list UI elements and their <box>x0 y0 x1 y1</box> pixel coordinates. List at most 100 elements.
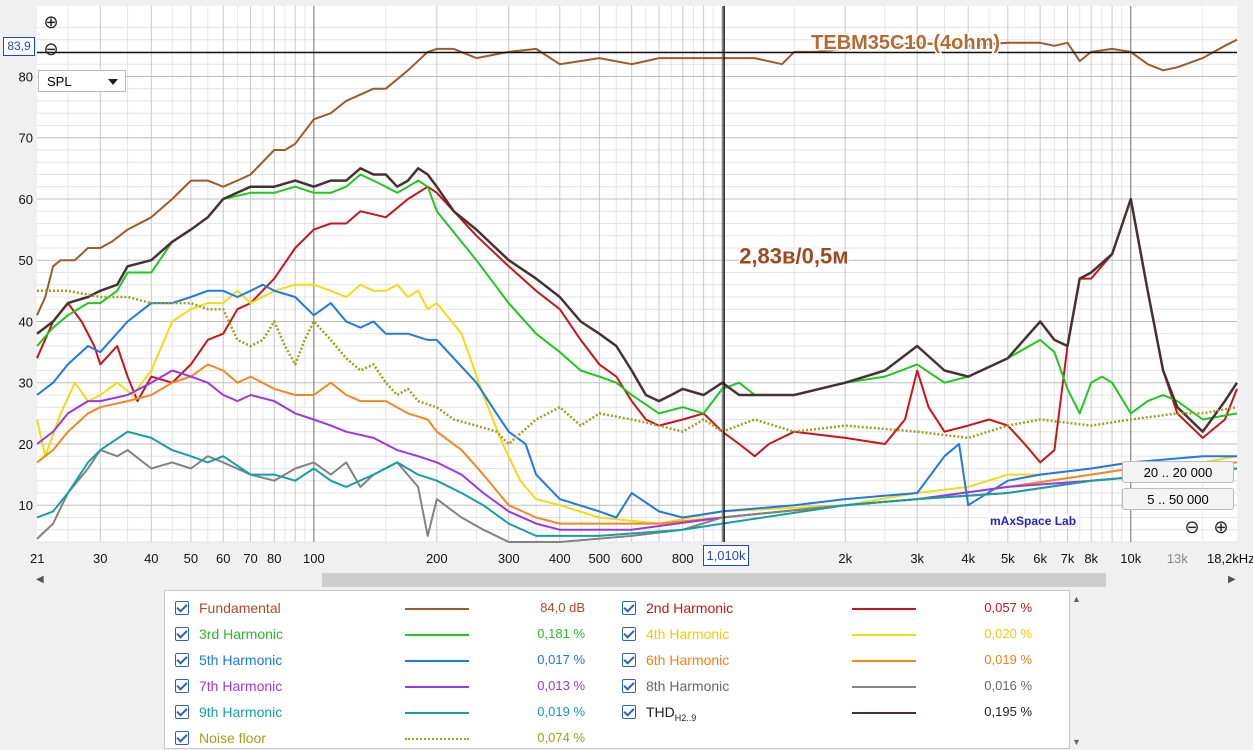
y-tick-label: 30 <box>19 376 33 391</box>
legend-item-name: 4th Harmonic <box>646 626 730 642</box>
legend-item-value: 0,074 % <box>537 730 585 745</box>
series-2nd-harmonic <box>36 185 1238 464</box>
legend-item[interactable]: Fundamental 84,0 dB <box>175 600 615 620</box>
zoom-in-icon[interactable]: ⊕ <box>43 12 59 32</box>
zoom-out-icon[interactable]: ⊖ <box>1184 517 1200 537</box>
legend-checkbox[interactable] <box>175 653 189 667</box>
x-tick-label: 4k <box>961 551 975 566</box>
legend-swatch <box>405 712 469 714</box>
scroll-up-arrow-icon[interactable]: ▲ <box>1072 594 1081 604</box>
x-tick-label: 800 <box>672 551 694 566</box>
series-noise-floor <box>37 289 1238 446</box>
legend-item-subscript: H2..9 <box>674 712 697 723</box>
legend-swatch <box>852 686 916 688</box>
plot-area <box>37 6 1237 542</box>
legend-checkbox[interactable] <box>175 679 189 693</box>
cursor-y-readout: 83,9 <box>3 37 35 56</box>
legend-item[interactable]: 7th Harmonic 0,013 % <box>175 678 615 698</box>
scrollbar-thumb[interactable] <box>322 573 1106 587</box>
x-tick-label: 70 <box>243 551 257 566</box>
legend-item-name: 2nd Harmonic <box>646 600 734 616</box>
legend-checkbox[interactable] <box>622 705 636 719</box>
legend-checkbox[interactable] <box>175 731 189 745</box>
legend-item-value: 0,181 % <box>537 626 585 641</box>
legend-item-value: 0,017 % <box>537 652 585 667</box>
chart-annotation: 2,83в/0,5м <box>739 243 848 268</box>
series-8th-harmonic <box>36 449 1238 543</box>
legend-swatch <box>405 738 469 740</box>
y-tick-label: 40 <box>19 314 33 329</box>
legend-item[interactable]: 8th Harmonic 0,016 % <box>622 678 1062 698</box>
legend-swatch <box>405 660 469 662</box>
legend-item-value: 0,195 % <box>984 704 1032 719</box>
zoom-in-icon[interactable]: ⊕ <box>1213 517 1229 537</box>
series-7th-harmonic <box>36 369 1238 531</box>
x-tick-label: 100 <box>303 551 325 566</box>
legend-item-value: 0,019 % <box>984 652 1032 667</box>
y-tick-label: 70 <box>19 131 33 146</box>
legend-item-name: 8th Harmonic <box>646 678 730 694</box>
x-tick-label: 60 <box>216 551 230 566</box>
legend-checkbox[interactable] <box>622 601 636 615</box>
legend-item[interactable]: THDH2..9 0,195 % <box>622 704 1062 724</box>
legend-checkbox[interactable] <box>175 627 189 641</box>
range-20-20000-button[interactable]: 20 .. 20 000 <box>1122 461 1234 483</box>
series-9th-harmonic <box>36 430 1238 537</box>
measurement-select[interactable]: SPL <box>38 70 126 92</box>
legend-checkbox[interactable] <box>622 653 636 667</box>
legend-checkbox[interactable] <box>175 705 189 719</box>
legend-swatch <box>852 608 916 610</box>
legend-item[interactable]: 9th Harmonic 0,019 % <box>175 704 615 724</box>
scroll-left-arrow-icon[interactable]: ◀ <box>36 574 44 585</box>
x-tick-label: 50 <box>184 551 198 566</box>
y-tick-label: 20 <box>19 437 33 452</box>
series-layer <box>36 38 1239 543</box>
legend-checkbox[interactable] <box>622 679 636 693</box>
y-tick-label: 50 <box>19 253 33 268</box>
grid-major <box>37 6 1237 542</box>
legend-item[interactable]: 3rd Harmonic 0,181 % <box>175 626 615 646</box>
cursor-x-readout: 1,010k <box>703 545 749 566</box>
legend-item-name: Fundamental <box>199 600 281 616</box>
legend-item-name: 7th Harmonic <box>199 678 283 694</box>
legend-swatch <box>405 634 469 636</box>
horizontal-scrollbar[interactable]: ◀ ▶ <box>0 572 1253 588</box>
x-tick-label: 40 <box>144 551 158 566</box>
zoom-out-icon[interactable]: ⊖ <box>43 39 59 59</box>
legend-item[interactable]: 2nd Harmonic 0,057 % <box>622 600 1062 620</box>
legend-item-name: 5th Harmonic <box>199 652 283 668</box>
x-tick-label: 6k <box>1033 551 1047 566</box>
y-axis-ticks: 10 20 30 40 50 60 70 80 <box>19 69 33 513</box>
legend-item[interactable]: Noise floor 0,074 % <box>175 730 615 750</box>
scroll-right-arrow-icon[interactable]: ▶ <box>1228 574 1236 585</box>
series-thd <box>36 167 1239 433</box>
legend-item-value: 0,057 % <box>984 600 1032 615</box>
chevron-down-icon <box>108 79 118 85</box>
legend-item-name: Noise floor <box>199 730 266 746</box>
legend-item[interactable]: 6th Harmonic 0,019 % <box>622 652 1062 672</box>
legend-item-value: 0,019 % <box>537 704 585 719</box>
x-tick-label: 21 <box>30 551 44 566</box>
legend-checkbox[interactable] <box>622 627 636 641</box>
chart-annotation: TEBM35C10-(4ohm) <box>811 32 1000 54</box>
legend-item-value: 0,020 % <box>984 626 1032 641</box>
x-tick-label: 2k <box>838 551 852 566</box>
legend-item[interactable]: 4th Harmonic 0,020 % <box>622 626 1062 646</box>
x-axis-ticks: 21 30 40 50 60 70 80 100 200 300 400 500 600 800 2k 3k 4… <box>30 551 1253 566</box>
legend-item-name: 6th Harmonic <box>646 652 730 668</box>
legend-item-name: 9th Harmonic <box>199 704 283 720</box>
x-tick-label: 80 <box>267 551 281 566</box>
harmonic-distortion-chart[interactable]: TEBM35C10-(4ohm) 2,83в/0,5м 10 20 30 40 50 60 7… <box>0 0 1253 572</box>
x-tick-label: 13k <box>1167 551 1188 566</box>
legend-item[interactable]: 5th Harmonic 0,017 % <box>175 652 615 672</box>
legend-swatch <box>405 608 469 610</box>
legend-scrollbar[interactable]: ▲ ▼ <box>1070 590 1084 749</box>
range-5-50000-button[interactable]: 5 .. 50 000 <box>1122 488 1234 510</box>
x-tick-label: 8k <box>1084 551 1098 566</box>
x-tick-label: 10k <box>1120 551 1141 566</box>
cursor-lines <box>37 6 1237 542</box>
legend-checkbox[interactable] <box>175 601 189 615</box>
y-tick-label: 10 <box>19 498 33 513</box>
scroll-down-arrow-icon[interactable]: ▼ <box>1072 737 1081 747</box>
x-tick-label: 7k <box>1061 551 1075 566</box>
